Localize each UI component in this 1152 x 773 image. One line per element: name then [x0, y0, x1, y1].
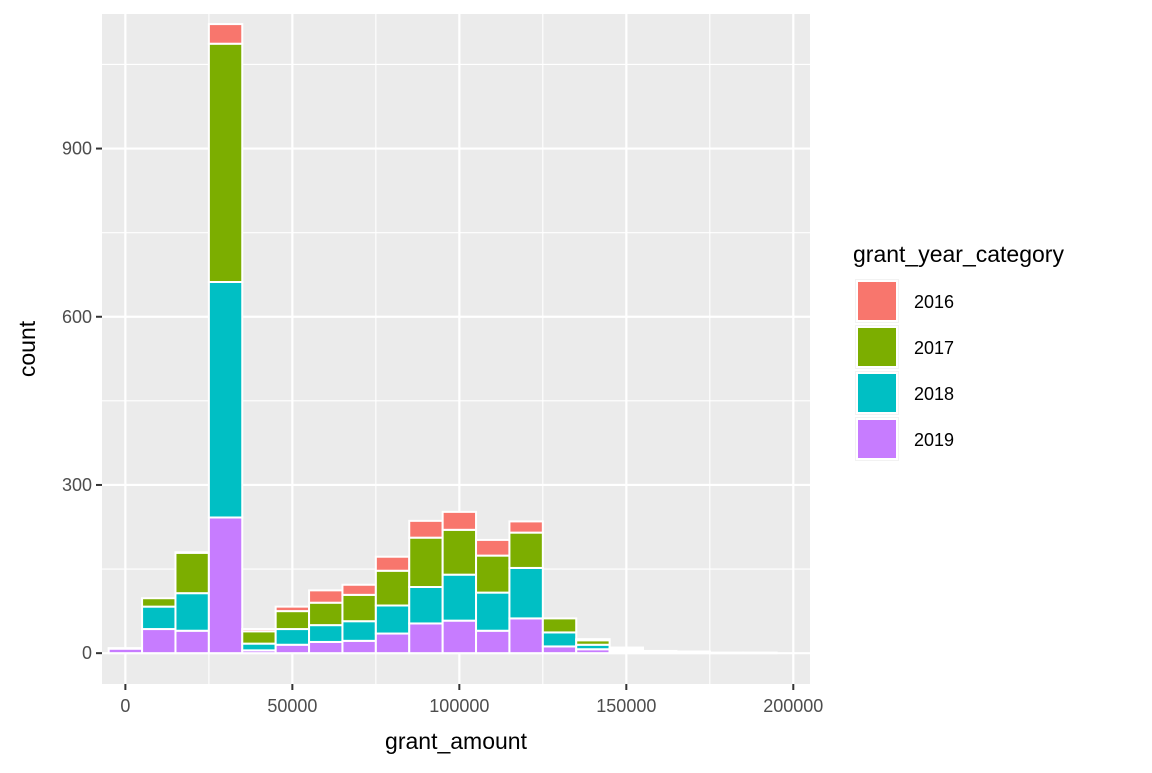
bar-segment-2016-bin-4 [241, 628, 277, 633]
bar-segment-2016-bin-11 [475, 538, 511, 557]
x-tick-label: 100000 [429, 696, 489, 716]
y-axis: 0 300 600 900 [62, 139, 102, 663]
bar-segment-2019-bin-1 [141, 628, 177, 655]
x-axis-title: grant_amount [385, 728, 528, 754]
bar-segment-2016-bin-3 [207, 23, 244, 45]
bar-segment-2019-bin-3 [207, 516, 244, 655]
bar-segment-2016-bin-12 [508, 520, 544, 534]
legend-title: grant_year_category [853, 241, 1064, 267]
bar-segment-2017-bin-11 [475, 554, 511, 594]
bar-segment-2018-bin-6 [308, 624, 344, 643]
bar-segment-2017-bin-7 [341, 593, 377, 623]
bar-segment-2019-bin-8 [374, 632, 411, 655]
bar-segment-2018-bin-9 [408, 586, 444, 625]
bar-segment-2016-bin-2 [174, 551, 210, 554]
bar-segment-2017-bin-8 [374, 569, 411, 607]
bar-segment-2016-bin-5 [274, 605, 311, 613]
bar-segment-2017-bin-2 [174, 551, 210, 595]
bar-segment-2016-bin-9 [408, 519, 444, 539]
bar-segment-2018-bin-13 [541, 631, 578, 648]
y-tick-label: 300 [62, 475, 92, 495]
bar-segment-2019-bin-5 [274, 643, 311, 655]
bar-segment-2019-bin-2 [174, 629, 210, 655]
bar-segment-2018-bin-0 [107, 647, 144, 650]
bar-segment-2016-bin-7 [341, 583, 377, 596]
x-tick-label: 200000 [763, 696, 823, 716]
bar-segment-2018-bin-1 [141, 605, 177, 631]
bars [107, 23, 778, 655]
bar-segment-2017-bin-9 [408, 536, 444, 589]
bar-segment-2017-bin-1 [141, 597, 177, 608]
bar-segment-2017-bin-12 [508, 531, 544, 569]
legend-key-2018 [856, 372, 898, 414]
legend-key-2016 [856, 280, 898, 322]
bar-segment-2016-bin-10 [441, 510, 478, 531]
bar-segment-2018-bin-2 [174, 592, 210, 632]
x-tick-label: 0 [120, 696, 130, 716]
y-tick-label: 0 [82, 643, 92, 663]
y-tick-label: 900 [62, 139, 92, 159]
bar-segment-2019-bin-18 [708, 651, 745, 655]
bar-segment-2019-bin-9 [408, 622, 444, 655]
legend-key-2019 [856, 418, 898, 460]
y-tick-label: 600 [62, 307, 92, 327]
bar-segment-2017-bin-10 [441, 528, 478, 576]
bar-segment-2019-bin-11 [475, 629, 511, 655]
bar-segment-2016-bin-8 [374, 555, 411, 572]
bar-segment-2019-bin-10 [441, 619, 478, 655]
legend-label-2019: 2019 [914, 430, 954, 450]
bar-segment-2019-bin-6 [308, 640, 344, 655]
bar-segment-2016-bin-15 [608, 646, 645, 650]
bar-segment-2016-bin-14 [575, 638, 611, 642]
bar-segment-2019-bin-19 [742, 651, 778, 655]
bar-segment-2017-bin-5 [274, 610, 311, 631]
bar-segment-2018-bin-7 [341, 620, 377, 642]
legend-label-2016: 2016 [914, 292, 954, 312]
legend-key-2017 [856, 326, 898, 368]
bar-segment-2019-bin-7 [341, 639, 377, 655]
legend: grant_year_category 2016 2017 2018 2019 [853, 241, 1064, 461]
x-tick-label: 50000 [267, 696, 317, 716]
bar-segment-2018-bin-10 [441, 573, 478, 622]
bar-segment-2019-bin-12 [508, 617, 544, 655]
y-axis-title: count [14, 320, 40, 377]
bar-segment-2018-bin-4 [241, 642, 277, 652]
x-tick-label: 150000 [596, 696, 656, 716]
bar-segment-2017-bin-17 [675, 650, 711, 654]
bar-segment-2017-bin-16 [642, 649, 678, 653]
bar-segment-2018-bin-3 [207, 281, 244, 519]
x-axis: 0 50000 100000 150000 200000 [120, 684, 823, 716]
bar-segment-2019-bin-13 [541, 645, 578, 655]
legend-label-2017: 2017 [914, 338, 954, 358]
bar-segment-2016-bin-6 [308, 589, 344, 604]
bar-segment-2017-bin-3 [207, 42, 244, 283]
bar-segment-2018-bin-11 [475, 591, 511, 632]
bar-segment-2017-bin-13 [541, 617, 578, 634]
bar-segment-2018-bin-5 [274, 628, 311, 646]
bar-segment-2018-bin-8 [374, 604, 411, 635]
bar-segment-2017-bin-6 [308, 601, 344, 627]
bar-segment-2018-bin-12 [508, 566, 544, 620]
legend-label-2018: 2018 [914, 384, 954, 404]
bar-segment-2017-bin-4 [241, 630, 277, 645]
